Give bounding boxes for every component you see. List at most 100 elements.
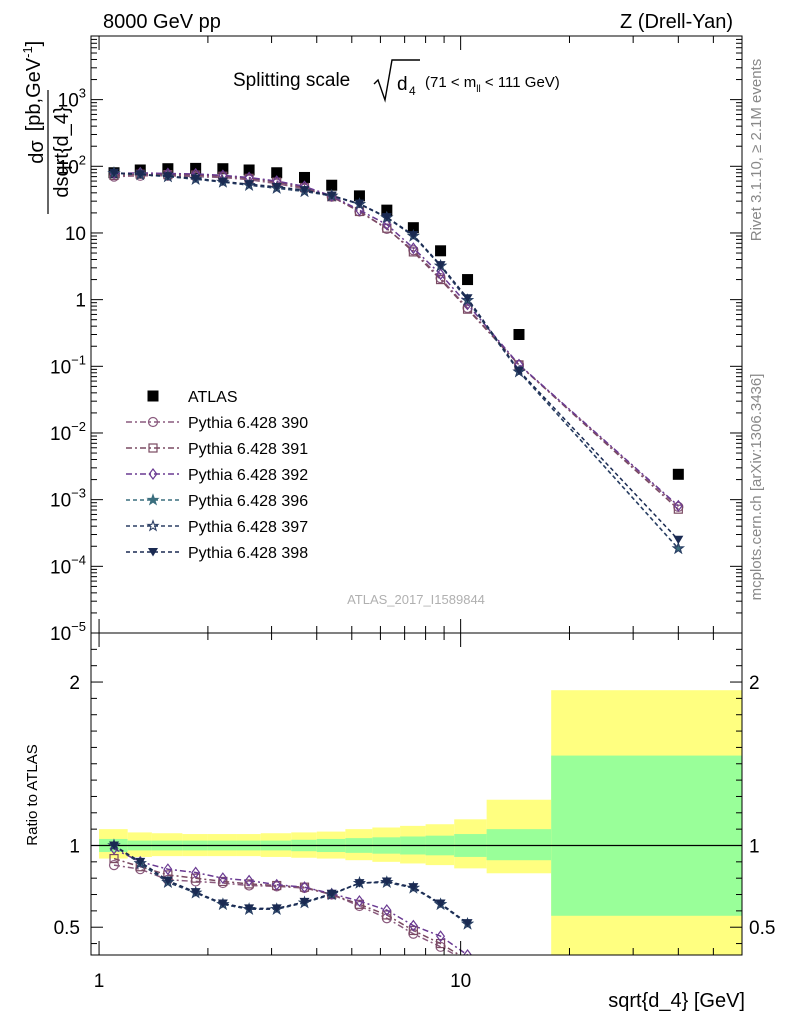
y-tick-label: 1 bbox=[75, 291, 86, 312]
ratio-panel: 0.5 0.5 1 1 2 2 1 10 Ratio to ATLAS sqrt{d_4} [… bbox=[24, 632, 775, 1012]
ratio-point-1-11 bbox=[408, 925, 418, 936]
series-line-6 bbox=[113, 172, 679, 541]
ratio-y-tick-label: 0.5 bbox=[54, 918, 80, 939]
ratio-point-5-7 bbox=[299, 897, 310, 907]
ratio-point-5-0 bbox=[109, 841, 120, 850]
x-tick-label: 10 bbox=[450, 971, 471, 992]
ratio-point-5-10 bbox=[381, 877, 392, 886]
ratio-point-5-13 bbox=[462, 919, 473, 928]
ratio-point-5-4 bbox=[217, 899, 228, 909]
ratio-point-2-10 bbox=[382, 904, 392, 917]
ratio-point-2-13 bbox=[463, 949, 473, 955]
ratio-point-5-1 bbox=[135, 857, 146, 867]
data-point-6-12 bbox=[435, 261, 446, 270]
data-point-6-1 bbox=[135, 170, 146, 179]
data-point-6-2 bbox=[162, 172, 173, 181]
ratio-point-5-5 bbox=[244, 904, 255, 913]
legend-marker bbox=[147, 390, 159, 402]
data-point-0-10 bbox=[381, 204, 393, 216]
data-point-0-11 bbox=[407, 222, 419, 234]
data-point-6-15 bbox=[673, 535, 684, 545]
ratio-series-1 bbox=[109, 853, 461, 955]
y-tick-label: 102 bbox=[58, 152, 86, 178]
band-stat-15 bbox=[551, 755, 742, 916]
ratio-point-5-2 bbox=[162, 876, 173, 886]
legend-entry-4: Pythia 6.428 396 bbox=[126, 493, 308, 510]
legend-label: Pythia 6.428 396 bbox=[188, 493, 308, 510]
legend-entry-5: Pythia 6.428 397 bbox=[126, 519, 308, 536]
svg-text:[pb,GeV-1]: [pb,GeV-1] bbox=[20, 41, 45, 132]
legend-label: Pythia 6.428 398 bbox=[188, 545, 308, 562]
sqrt-symbol bbox=[373, 59, 420, 103]
ratio-point-2-3 bbox=[191, 866, 201, 879]
ratio-point-2-7 bbox=[300, 881, 310, 894]
data-point-3-10 bbox=[382, 218, 392, 231]
ratio-point-2-2 bbox=[163, 863, 173, 876]
ratio-point-2-9 bbox=[354, 895, 364, 908]
data-point-5-15 bbox=[671, 541, 685, 555]
ratio-panel-frame bbox=[90, 632, 743, 956]
legend-marker bbox=[148, 468, 158, 480]
legend-entry-6: Pythia 6.428 398 bbox=[126, 545, 308, 562]
analysis-label: ATLAS_2017_I1589844 bbox=[347, 592, 485, 607]
ratio-y-tick-label: 1 bbox=[69, 836, 80, 857]
data-point-0-8 bbox=[326, 179, 338, 191]
mcplots-label: mcplots.cern.ch [arXiv:1306.3436] bbox=[748, 374, 765, 601]
y-axis-label: dσ dsqrt{d_4} bbox=[26, 90, 73, 214]
data-point-6-6 bbox=[271, 182, 282, 192]
data-point-6-0 bbox=[109, 168, 120, 178]
legend-marker bbox=[146, 493, 160, 506]
ratio-point-0-0 bbox=[108, 860, 120, 871]
y-axis-unit: [pb,GeV-1] bbox=[20, 41, 45, 132]
ratio-point-5-9 bbox=[354, 879, 365, 888]
data-point-6-14 bbox=[513, 366, 524, 376]
data-point-0-7 bbox=[299, 171, 311, 183]
y-tick-label: 10−3 bbox=[50, 486, 86, 512]
y-tick-label: 10−4 bbox=[50, 552, 86, 578]
data-point-6-4 bbox=[217, 177, 228, 187]
legend-marker bbox=[148, 443, 158, 453]
ratio-line-5 bbox=[113, 844, 468, 924]
legend-entry-0: ATLAS bbox=[147, 389, 238, 406]
legend-entry-1: Pythia 6.428 390 bbox=[126, 415, 308, 432]
ratio-line-1 bbox=[113, 857, 461, 955]
main-panel-frame bbox=[90, 35, 743, 634]
title-range: (71 < mll < 111 GeV) bbox=[425, 74, 560, 95]
ratio-point-2-6 bbox=[272, 878, 282, 891]
x-tick-label: 1 bbox=[94, 971, 105, 992]
series-6 bbox=[109, 168, 684, 545]
legend-label: Pythia 6.428 397 bbox=[188, 519, 308, 536]
ratio-y-tick-label: 2 bbox=[69, 673, 80, 694]
band-stat-14 bbox=[486, 829, 552, 861]
data-point-3-12 bbox=[436, 268, 446, 281]
ratio-series-0 bbox=[108, 860, 458, 955]
legend-marker bbox=[146, 519, 160, 532]
ratio-point-2-5 bbox=[244, 874, 254, 887]
legend-label: Pythia 6.428 392 bbox=[188, 467, 308, 484]
ratio-point-2-12 bbox=[436, 930, 446, 943]
data-point-6-9 bbox=[354, 199, 365, 209]
header-right-label: Z (Drell-Yan) bbox=[620, 11, 733, 33]
y-tick-label: 10−5 bbox=[50, 619, 86, 645]
y-tick-label: 10−2 bbox=[50, 419, 86, 445]
data-point-6-8 bbox=[326, 191, 337, 200]
data-point-0-13 bbox=[462, 274, 474, 286]
ratio-y-label: Ratio to ATLAS bbox=[24, 744, 41, 845]
y-tick-label: 103 bbox=[58, 86, 86, 112]
data-point-0-9 bbox=[353, 190, 365, 202]
data-point-3-15 bbox=[673, 499, 683, 512]
y-tick-label: 10−1 bbox=[50, 352, 86, 378]
data-point-6-3 bbox=[190, 174, 201, 183]
data-point-2-12 bbox=[435, 274, 446, 285]
legend-entry-3: Pythia 6.428 392 bbox=[126, 467, 308, 484]
data-point-6-13 bbox=[462, 294, 473, 303]
data-point-0-4 bbox=[217, 163, 229, 175]
ratio-point-5-6 bbox=[271, 904, 282, 913]
series-1 bbox=[108, 170, 684, 512]
ratio-point-5-8 bbox=[326, 889, 337, 899]
ratio-y-tick-label-right: 2 bbox=[749, 673, 760, 694]
series-0 bbox=[108, 162, 684, 480]
legend-marker bbox=[147, 416, 159, 428]
legend-marker bbox=[148, 548, 158, 557]
